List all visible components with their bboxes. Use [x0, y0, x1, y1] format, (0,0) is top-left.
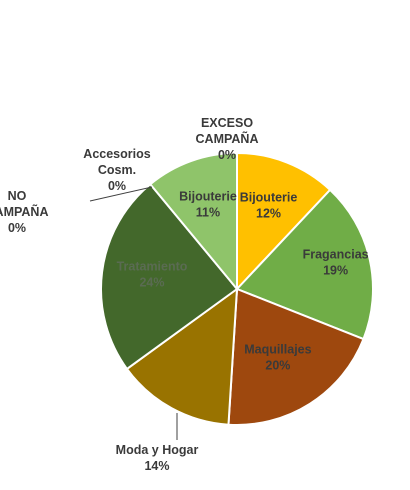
slice-label-bijouterie-5: Bijouterie 11%	[179, 189, 237, 219]
slice-label-moda-y-hogar-3: Moda y Hogar 14%	[116, 443, 199, 473]
leader-lines	[89, 186, 178, 440]
slice-bijouterie-5	[148, 151, 238, 292]
slice-label-fragancias-1: Fragancias 19%	[303, 247, 369, 277]
slice-label-tratamiento-4: Tratamiento 24%	[117, 259, 188, 289]
slice-label-no-campana-7: NOCAMPAÑA0%	[0, 189, 48, 235]
slice-labels: Bijouterie 12%Fragancias 19% Maquillajes 20%…	[0, 116, 369, 473]
slice-label-bijouterie-0: Bijouterie 12%	[240, 190, 298, 220]
slice-label-maquillajes-2: Maquillajes 20%	[244, 342, 311, 372]
leader-line-no-campana	[89, 186, 153, 202]
slice-label-exceso-campana-8: EXCESO CAMPAÑA 0%	[196, 116, 259, 162]
slice-label-accesorios-cosm-6: Accesorios Cosm. 0%	[83, 147, 150, 193]
slice-maquillajes-2	[227, 287, 365, 426]
slice-moda-y-hogar-3	[125, 286, 239, 426]
slice-tratamiento-4	[100, 182, 239, 371]
pie-slices	[100, 151, 374, 426]
slice-bijouterie-0	[236, 151, 332, 292]
